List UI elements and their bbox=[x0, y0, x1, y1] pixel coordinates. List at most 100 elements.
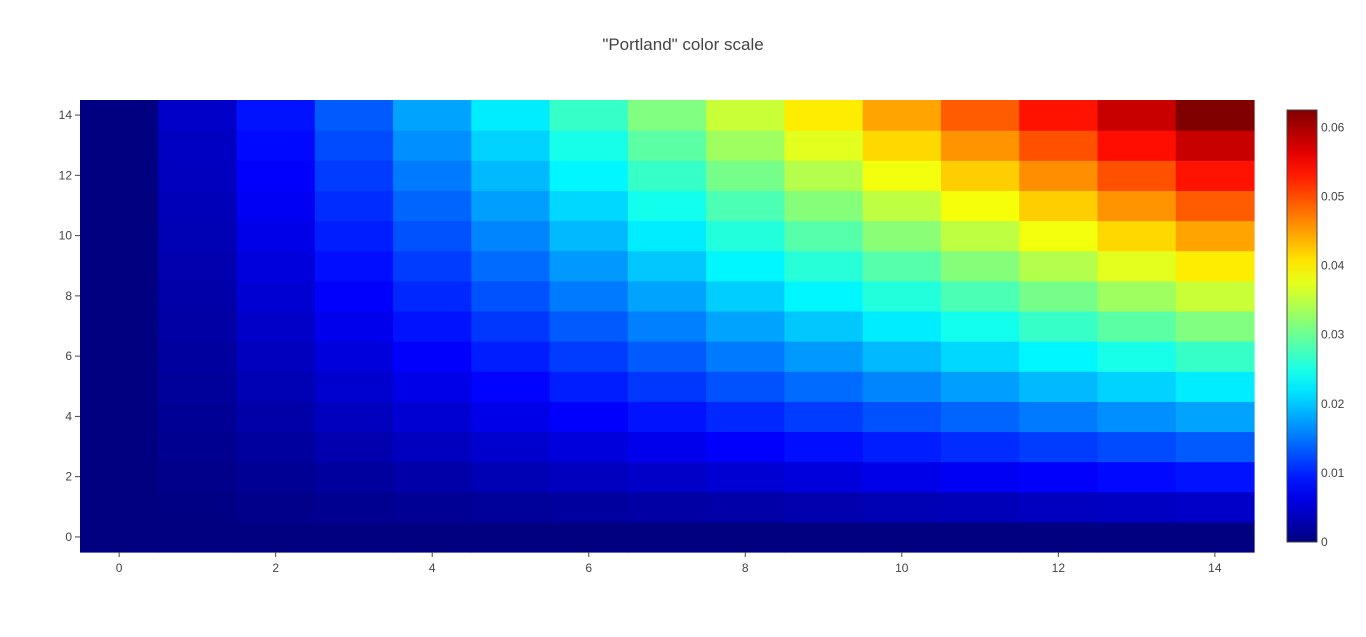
heatmap-cell bbox=[627, 461, 707, 493]
heatmap-cell bbox=[862, 100, 942, 131]
heatmap-cell bbox=[706, 100, 785, 131]
heatmap-cell bbox=[80, 341, 159, 372]
x-tick-label: 2 bbox=[272, 561, 279, 575]
heatmap-cell bbox=[314, 100, 394, 131]
heatmap-cell bbox=[1019, 461, 1099, 493]
heatmap-cell bbox=[940, 431, 1020, 463]
heatmap-cell bbox=[549, 461, 629, 493]
heatmap-cell bbox=[471, 371, 551, 402]
heatmap-cell bbox=[158, 220, 238, 252]
heatmap-cell bbox=[393, 371, 472, 402]
heatmap-cell bbox=[1019, 130, 1099, 161]
heatmap-cell bbox=[236, 220, 316, 252]
heatmap-cell bbox=[627, 491, 707, 523]
heatmap-cell bbox=[549, 190, 629, 222]
heatmap-cell bbox=[1175, 401, 1255, 433]
heatmap-cell bbox=[236, 461, 316, 493]
heatmap-cell bbox=[80, 461, 159, 493]
heatmap-cell bbox=[627, 371, 707, 402]
heatmap-cell bbox=[314, 491, 394, 523]
heatmap-cell bbox=[393, 280, 472, 312]
heatmap-cell bbox=[1175, 461, 1255, 493]
heatmap-cell bbox=[393, 341, 472, 372]
heatmap-cell bbox=[471, 521, 551, 553]
x-tick-label: 14 bbox=[1208, 561, 1222, 575]
heatmap-cell bbox=[80, 250, 159, 282]
heatmap-cell bbox=[862, 310, 942, 342]
heatmap-cell bbox=[1097, 521, 1177, 553]
heatmap-cell bbox=[236, 310, 316, 342]
heatmap-cell bbox=[80, 371, 159, 402]
heatmap-cell bbox=[784, 401, 864, 433]
heatmap-cell bbox=[706, 431, 785, 463]
heatmap-cell bbox=[471, 160, 551, 191]
heatmap-cell bbox=[627, 310, 707, 342]
heatmap-cell bbox=[1097, 220, 1177, 252]
heatmap-cell bbox=[236, 190, 316, 222]
heatmap-cell bbox=[236, 130, 316, 161]
heatmap-cell bbox=[1175, 491, 1255, 523]
heatmap-cell bbox=[1097, 130, 1177, 161]
heatmap-cell bbox=[471, 130, 551, 161]
heatmap-cells bbox=[80, 100, 1255, 553]
heatmap-cell bbox=[80, 100, 159, 131]
heatmap-cell bbox=[471, 310, 551, 342]
heatmap-cell bbox=[549, 521, 629, 553]
heatmap-cell bbox=[1175, 160, 1255, 191]
x-tick-label: 8 bbox=[742, 561, 749, 575]
heatmap-cell bbox=[940, 461, 1020, 493]
heatmap-cell bbox=[549, 431, 629, 463]
heatmap-cell bbox=[940, 491, 1020, 523]
y-tick-label: 2 bbox=[65, 470, 72, 484]
heatmap-cell bbox=[706, 521, 785, 553]
heatmap-cell bbox=[862, 280, 942, 312]
heatmap-cell bbox=[1019, 310, 1099, 342]
heatmap-cell bbox=[80, 491, 159, 523]
heatmap-cell bbox=[1019, 160, 1099, 191]
heatmap-cell bbox=[1019, 190, 1099, 222]
heatmap-cell bbox=[158, 491, 238, 523]
heatmap-cell bbox=[314, 341, 394, 372]
heatmap-cell bbox=[393, 521, 472, 553]
heatmap-cell bbox=[549, 130, 629, 161]
heatmap-cell bbox=[1175, 220, 1255, 252]
heatmap-cell bbox=[393, 431, 472, 463]
heatmap-cell bbox=[627, 130, 707, 161]
heatmap-cell bbox=[1019, 491, 1099, 523]
heatmap-cell bbox=[784, 461, 864, 493]
heatmap-cell bbox=[627, 250, 707, 282]
heatmap-cell bbox=[314, 521, 394, 553]
heatmap-cell bbox=[471, 461, 551, 493]
heatmap-cell bbox=[784, 130, 864, 161]
heatmap-cell bbox=[549, 280, 629, 312]
heatmap-cell bbox=[862, 250, 942, 282]
y-tick-label: 6 bbox=[65, 349, 72, 363]
heatmap-cell bbox=[784, 190, 864, 222]
heatmap-cell bbox=[549, 371, 629, 402]
heatmap-cell bbox=[393, 160, 472, 191]
heatmap-cell bbox=[862, 160, 942, 191]
heatmap-cell bbox=[80, 280, 159, 312]
heatmap-cell bbox=[1175, 310, 1255, 342]
heatmap-cell bbox=[158, 100, 238, 131]
heatmap-cell bbox=[1097, 190, 1177, 222]
heatmap-cell bbox=[158, 521, 238, 553]
heatmap-cell bbox=[940, 220, 1020, 252]
colorbar-gradient bbox=[1286, 109, 1318, 543]
heatmap-cell bbox=[706, 250, 785, 282]
heatmap-cell bbox=[862, 130, 942, 161]
x-tick-label: 10 bbox=[895, 561, 909, 575]
heatmap-cell bbox=[627, 160, 707, 191]
heatmap-cell bbox=[471, 100, 551, 131]
heatmap-cell bbox=[706, 190, 785, 222]
colorbar: 0 0.01 0.02 0.03 0.04 0.05 0.06 bbox=[1286, 109, 1345, 549]
x-tick-label: 0 bbox=[116, 561, 123, 575]
heatmap-cell bbox=[706, 130, 785, 161]
heatmap-cell bbox=[80, 431, 159, 463]
heatmap-cell bbox=[627, 341, 707, 372]
heatmap-cell bbox=[236, 371, 316, 402]
colorbar-tick-label: 0 bbox=[1321, 535, 1328, 549]
heatmap-cell bbox=[236, 521, 316, 553]
heatmap-cell bbox=[940, 250, 1020, 282]
